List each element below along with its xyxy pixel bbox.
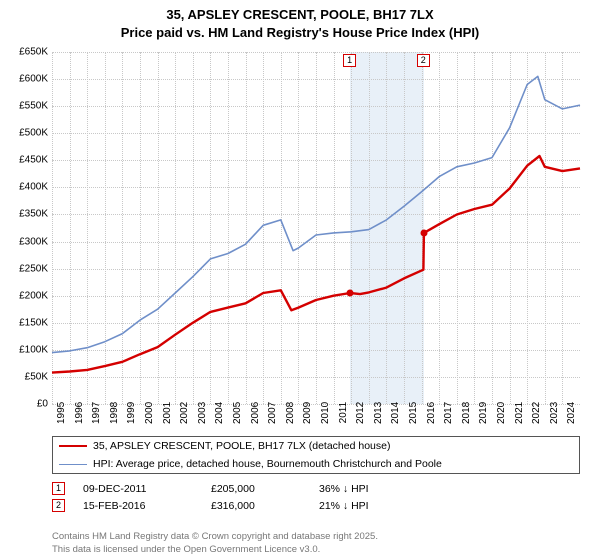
legend-label: 35, APSLEY CRESCENT, POOLE, BH17 7LX (de… [93,440,390,452]
legend-swatch [59,464,87,465]
y-tick-label: £550K [19,101,52,112]
line-layer [52,52,580,404]
y-tick-label: £50K [25,371,52,382]
transactions-table: 1 09-DEC-2011 £205,000 36% ↓ HPI 2 15-FEB-201… [52,480,580,514]
transaction-marker: 1 [52,482,65,495]
y-tick-label: £500K [19,128,52,139]
plot-area: £0£50K£100K£150K£200K£250K£300K£350K£400… [52,52,580,404]
y-tick-label: £100K [19,344,52,355]
legend-row: HPI: Average price, detached house, Bour… [53,455,579,473]
title-line-2: Price paid vs. HM Land Registry's House … [0,24,600,42]
y-tick-label: £200K [19,290,52,301]
y-tick-label: £0 [37,399,52,410]
legend-row: 35, APSLEY CRESCENT, POOLE, BH17 7LX (de… [53,437,579,455]
y-tick-label: £150K [19,317,52,328]
y-tick-label: £350K [19,209,52,220]
y-tick-label: £300K [19,236,52,247]
transaction-row: 2 15-FEB-2016 £316,000 21% ↓ HPI [52,497,580,514]
transaction-marker: 2 [52,499,65,512]
title-line-1: 35, APSLEY CRESCENT, POOLE, BH17 7LX [0,6,600,24]
chart-container: 35, APSLEY CRESCENT, POOLE, BH17 7LX Pri… [0,0,600,560]
transaction-price: £205,000 [211,483,301,495]
y-tick-label: £450K [19,155,52,166]
transaction-row: 1 09-DEC-2011 £205,000 36% ↓ HPI [52,480,580,497]
y-tick-label: £250K [19,263,52,274]
transaction-vs-hpi: 36% ↓ HPI [319,483,369,495]
series-line-hpi [52,76,580,352]
series-line-price_paid [52,156,580,373]
transaction-date: 09-DEC-2011 [83,483,193,495]
legend-swatch [59,445,87,447]
transaction-price: £316,000 [211,500,301,512]
y-tick-label: £400K [19,182,52,193]
footer-line-1: Contains HM Land Registry data © Crown c… [52,531,378,543]
series-legend: 35, APSLEY CRESCENT, POOLE, BH17 7LX (de… [52,436,580,474]
footer-line-2: This data is licensed under the Open Gov… [52,544,378,556]
footer-attribution: Contains HM Land Registry data © Crown c… [52,531,378,556]
transaction-vs-hpi: 21% ↓ HPI [319,500,369,512]
transaction-date: 15-FEB-2016 [83,500,193,512]
y-tick-label: £600K [19,74,52,85]
legend-label: HPI: Average price, detached house, Bour… [93,458,442,470]
y-tick-label: £650K [19,47,52,58]
title-block: 35, APSLEY CRESCENT, POOLE, BH17 7LX Pri… [0,0,600,43]
